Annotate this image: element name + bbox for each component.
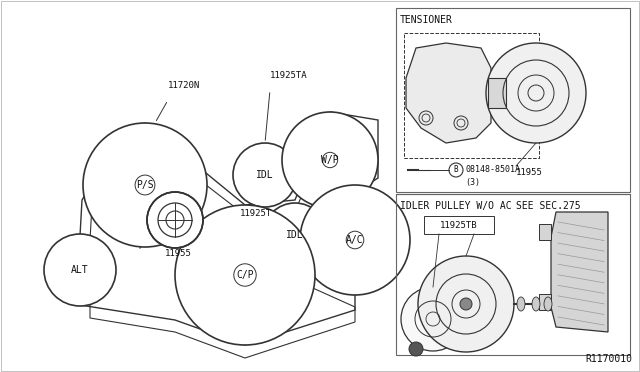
- Text: R1170010: R1170010: [585, 354, 632, 364]
- Text: SEE SEC.275: SEE SEC.275: [516, 201, 580, 211]
- Text: 11925TA: 11925TA: [270, 71, 308, 80]
- Text: TENSIONER: TENSIONER: [400, 15, 453, 25]
- Text: IDLER PULLEY W/O AC: IDLER PULLEY W/O AC: [400, 201, 511, 211]
- Ellipse shape: [517, 297, 525, 311]
- Ellipse shape: [532, 297, 540, 311]
- Text: 11955: 11955: [165, 249, 192, 258]
- Circle shape: [300, 185, 410, 295]
- Circle shape: [233, 143, 297, 207]
- Circle shape: [282, 112, 378, 208]
- Text: IDL: IDL: [286, 230, 304, 240]
- Text: B: B: [454, 166, 458, 174]
- Bar: [424, 216, 494, 234]
- Text: 11925TB: 11925TB: [440, 221, 478, 230]
- Text: 11925T: 11925T: [240, 209, 272, 218]
- Circle shape: [147, 192, 203, 248]
- Circle shape: [401, 287, 465, 351]
- Text: A/C: A/C: [346, 235, 364, 245]
- Bar: [404, 33, 539, 158]
- Bar: [488, 78, 506, 108]
- Polygon shape: [551, 212, 608, 332]
- Text: 08148-8501A: 08148-8501A: [465, 166, 520, 174]
- Bar: [539, 294, 551, 310]
- Circle shape: [175, 205, 315, 345]
- Text: 11720N: 11720N: [168, 81, 200, 90]
- Circle shape: [44, 234, 116, 306]
- Circle shape: [418, 256, 514, 352]
- Bar: [396, 8, 630, 192]
- Text: 11955: 11955: [516, 168, 543, 177]
- Text: IDL: IDL: [256, 170, 274, 180]
- Bar: [396, 194, 630, 355]
- Ellipse shape: [544, 297, 552, 311]
- Text: C/P: C/P: [236, 270, 254, 280]
- Circle shape: [460, 298, 472, 310]
- Circle shape: [83, 123, 207, 247]
- Circle shape: [409, 342, 423, 356]
- Circle shape: [263, 203, 327, 267]
- Text: ALT: ALT: [71, 265, 89, 275]
- Circle shape: [486, 43, 586, 143]
- Text: P/S: P/S: [136, 180, 154, 190]
- Text: (3): (3): [465, 177, 480, 186]
- Polygon shape: [406, 43, 491, 143]
- Text: W/P: W/P: [321, 155, 339, 165]
- Bar: [539, 224, 551, 240]
